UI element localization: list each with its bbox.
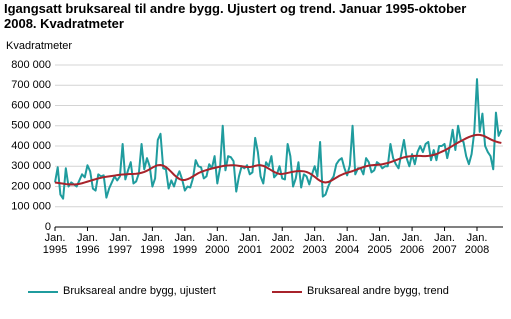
x-tick-label: Jan. 2008 — [464, 232, 490, 256]
chart-title: Igangsatt bruksareal til andre bygg. Uju… — [4, 1, 467, 31]
x-tick-label: Jan. 2000 — [205, 232, 230, 256]
x-tick-label: Jan. 2007 — [432, 232, 457, 256]
y-tick-label: 300 000 — [11, 160, 51, 172]
legend-label: Bruksareal andre bygg, trend — [307, 285, 449, 297]
x-tick-label: Jan. 1998 — [140, 232, 165, 256]
x-tick-label: Jan. 2005 — [367, 232, 392, 256]
x-tick-label: Jan. 1995 — [42, 232, 68, 256]
x-tick-label: Jan. 1996 — [75, 232, 100, 256]
y-tick-label: 100 000 — [11, 201, 51, 213]
legend-label: Bruksareal andre bygg, ujustert — [63, 285, 216, 297]
line-series — [54, 78, 503, 200]
x-tick-label: Jan. 1997 — [107, 232, 133, 256]
y-tick-label: 200 000 — [11, 180, 51, 192]
x-tick-label: Jan. 2001 — [237, 232, 262, 256]
y-tick-label: 700 000 — [11, 79, 51, 91]
y-tick-label: 0 — [45, 221, 51, 233]
y-axis-label: Kvadratmeter — [6, 40, 73, 52]
y-tick-label: 400 000 — [11, 140, 51, 152]
x-tick-label: Jan. 2003 — [302, 232, 327, 256]
y-tick-label: 600 000 — [11, 99, 51, 111]
line-series — [54, 133, 502, 186]
y-tick-label: 500 000 — [11, 120, 51, 132]
x-tick-label: Jan. 1999 — [172, 232, 198, 256]
y-tick-label: 800 000 — [11, 59, 51, 71]
x-tick-label: Jan. 2002 — [269, 232, 295, 256]
x-tick-label: Jan. 2006 — [399, 232, 425, 256]
x-tick-label: Jan. 2004 — [334, 232, 360, 256]
